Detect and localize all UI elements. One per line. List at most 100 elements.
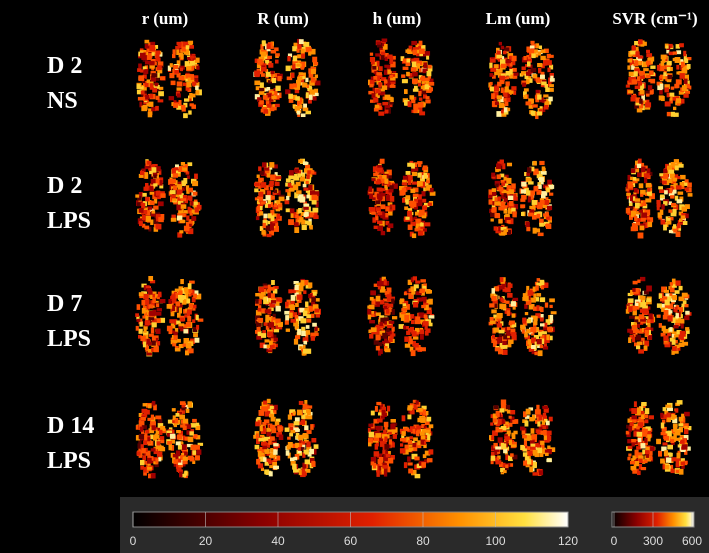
pixel [500, 59, 506, 66]
pixel [275, 85, 281, 92]
pixel [151, 167, 157, 173]
pixel [492, 75, 496, 79]
pixel [176, 430, 181, 434]
pixel [401, 431, 406, 437]
pixel [491, 334, 495, 339]
pixel [661, 177, 668, 181]
pixel [142, 425, 147, 429]
pixel [527, 196, 531, 203]
pixel [530, 443, 536, 447]
pixel [640, 302, 647, 308]
pixel [523, 91, 527, 98]
pixel [670, 95, 675, 101]
pixel [503, 209, 508, 214]
pixel [529, 440, 535, 446]
pixel [536, 305, 540, 311]
pixel [545, 87, 550, 92]
pixel [536, 404, 540, 411]
pixel [513, 193, 517, 199]
pixel [500, 227, 507, 231]
pixel [640, 83, 645, 89]
pixel [546, 458, 552, 463]
pixel [644, 99, 650, 103]
pixel [184, 293, 189, 299]
pixel [669, 67, 673, 72]
pixel [543, 94, 549, 98]
pixel [423, 314, 428, 318]
pixel [634, 103, 638, 109]
pixel [676, 330, 682, 335]
pixel [636, 108, 643, 113]
pixel [537, 205, 543, 210]
pixel [383, 82, 388, 86]
pixel [539, 222, 544, 227]
pixel [151, 425, 156, 431]
pixel [293, 42, 299, 47]
pixel [637, 422, 644, 429]
pixel [658, 450, 663, 457]
pixel [538, 67, 542, 74]
pixel [634, 60, 639, 66]
pixel [530, 315, 537, 320]
pixel [635, 100, 641, 106]
pixel [405, 186, 412, 190]
pixel [532, 286, 537, 292]
pixel [308, 94, 313, 100]
pixel [672, 429, 679, 435]
pixel [493, 327, 500, 333]
pixel [541, 420, 546, 425]
pixel [414, 85, 418, 90]
pixel [411, 58, 416, 63]
pixel [656, 438, 661, 445]
pixel [178, 411, 183, 417]
pixel [262, 422, 267, 426]
pixel [274, 203, 278, 208]
pixel [685, 90, 691, 94]
pixel [262, 162, 267, 168]
pixel [509, 410, 516, 415]
pixel [490, 58, 495, 62]
pixel [371, 298, 377, 305]
pixel [303, 103, 307, 110]
pixel [302, 409, 307, 414]
pixel [659, 88, 663, 95]
pixel [638, 302, 642, 308]
pixel [265, 319, 269, 323]
pixel [633, 71, 638, 77]
pixel [272, 462, 278, 466]
pixel [385, 453, 391, 458]
pixel [141, 430, 145, 435]
pixel [535, 89, 540, 94]
pixel [375, 197, 379, 201]
pixel [372, 65, 377, 70]
pixel [497, 429, 503, 433]
pixel [275, 59, 279, 64]
pixel [643, 173, 650, 178]
pixel [500, 426, 507, 431]
pixel [638, 416, 644, 423]
pixel [384, 184, 388, 191]
pixel [265, 195, 271, 201]
pixel [305, 92, 309, 99]
pixel [259, 226, 264, 232]
pixel [147, 466, 152, 470]
pixel [687, 426, 692, 431]
pixel [424, 411, 429, 416]
pixel [502, 462, 506, 467]
pixel [289, 426, 294, 431]
pixel [183, 113, 188, 119]
pixel [151, 106, 157, 112]
pixel [548, 81, 552, 87]
pixel [671, 429, 675, 434]
pixel [488, 199, 495, 205]
lung-image [253, 38, 321, 118]
pixel [141, 448, 146, 454]
pixel [544, 302, 549, 308]
pixel [511, 434, 516, 440]
pixel [146, 304, 150, 310]
pixel [500, 63, 507, 68]
pixel [537, 232, 544, 237]
pixel [294, 222, 299, 227]
pixel [670, 186, 675, 192]
pixel [548, 184, 555, 189]
